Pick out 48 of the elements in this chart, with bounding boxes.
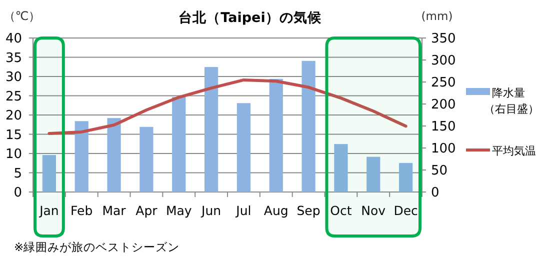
y2-tick-label: 350 [431,32,456,46]
y-tick-label: 25 [5,89,22,104]
x-tick-label: Oct [330,203,352,218]
x-tick-label: Aug [264,203,288,218]
y-tick-label: 15 [5,128,22,143]
y-tick-label: 40 [5,32,22,46]
bar [204,67,218,192]
x-tick-label: Apr [136,203,158,218]
y-tick-label: 0 [14,186,22,200]
y-tick-label: 30 [5,70,22,85]
x-tick-label: Feb [70,203,93,218]
bar [366,156,380,192]
y2-tick-label: 100 [431,142,456,156]
y2-tick-label: 150 [431,120,456,134]
y-tick-label: 5 [14,166,22,182]
x-tick-label: Mar [102,203,127,218]
x-tick-label: Jul [235,203,252,218]
bar [302,60,316,192]
bar [140,126,154,192]
x-tick-label: Jun [200,203,222,218]
y2-tick-label: 300 [431,54,456,68]
x-tick-label: Nov [361,203,386,218]
x-tick-label: Sep [296,203,320,218]
y-tick-label: 20 [5,108,22,124]
y-tick-label: 10 [5,147,22,162]
bar [269,78,283,192]
y2-tick-label: 200 [431,98,456,112]
y2-tick-label: 50 [431,164,448,178]
y2-axis-title: (mm) [421,9,453,23]
x-tick-label: May [166,203,192,218]
bar [42,155,56,192]
y2-tick-label: 0 [431,186,440,200]
x-tick-label: Dec [394,203,418,218]
y2-tick-label: 250 [431,76,456,90]
chart-title: 台北（Taipei）の気候 [178,10,322,26]
bar [334,144,348,192]
y-axis-title: （℃） [3,9,41,23]
y-tick-label: 35 [5,50,22,66]
bar [74,121,88,192]
x-tick-label: Jan [38,203,59,218]
bar [236,103,251,192]
bar [398,162,413,192]
legend-label: 降水量（右目盛） [484,86,539,116]
bar [172,96,186,192]
text: ※緑囲みが旅のベストシーズン [14,240,180,254]
legend-label: 平均気温 [492,144,536,158]
line-series [48,78,408,135]
bar [107,118,121,192]
